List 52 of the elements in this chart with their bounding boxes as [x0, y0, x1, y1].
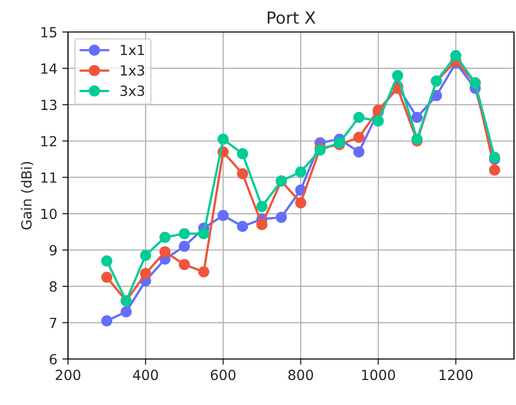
point — [450, 50, 462, 62]
y-tick-label: 11 — [41, 172, 56, 183]
point — [236, 168, 248, 180]
x-tick-label: 400 — [132, 370, 158, 380]
point — [353, 132, 364, 143]
point — [256, 219, 268, 230]
point — [489, 164, 500, 176]
point — [256, 200, 268, 212]
y-tick-label: 14 — [41, 63, 57, 74]
point — [178, 228, 190, 240]
point — [140, 250, 152, 262]
chart-title: Port X — [268, 12, 316, 24]
x-tick-label: 200 — [56, 370, 80, 380]
point — [236, 148, 248, 160]
point — [101, 272, 112, 283]
point — [372, 115, 384, 127]
y-tick-label: 6 — [50, 354, 57, 364]
x-tick-label: 600 — [210, 370, 236, 380]
point — [218, 210, 229, 222]
y-tick-label: 12 — [41, 136, 56, 146]
point — [295, 197, 306, 208]
x-tick-label: 1000 — [362, 370, 396, 380]
point — [101, 315, 112, 326]
y-tick-label: 8 — [50, 281, 57, 292]
legend-label: 3x3 — [120, 86, 144, 96]
point — [353, 112, 364, 123]
y-tick-label: 7 — [50, 318, 56, 328]
point — [295, 166, 306, 178]
point — [198, 228, 210, 240]
x-tick-label: 1200 — [440, 370, 473, 380]
y-tick-label: 15 — [41, 27, 56, 38]
point — [236, 220, 248, 232]
point — [198, 266, 210, 278]
point — [140, 268, 152, 280]
point — [159, 246, 171, 258]
point — [411, 112, 423, 123]
y-tick-label: 10 — [41, 208, 57, 220]
point — [101, 255, 112, 266]
y-tick-label: 9 — [50, 244, 57, 256]
y-axis-title: Gain (dBi) — [20, 162, 34, 230]
point — [392, 70, 404, 82]
point — [159, 232, 171, 243]
x-tick-label: 800 — [288, 370, 314, 380]
point — [276, 212, 287, 223]
legend-label: 1x1 — [120, 44, 144, 56]
point — [120, 306, 132, 318]
point — [353, 146, 364, 158]
point — [218, 134, 229, 145]
legend-label: 1x3 — [120, 65, 144, 76]
y-tick-label: 13 — [41, 100, 56, 110]
point — [178, 240, 190, 252]
point — [178, 258, 190, 270]
